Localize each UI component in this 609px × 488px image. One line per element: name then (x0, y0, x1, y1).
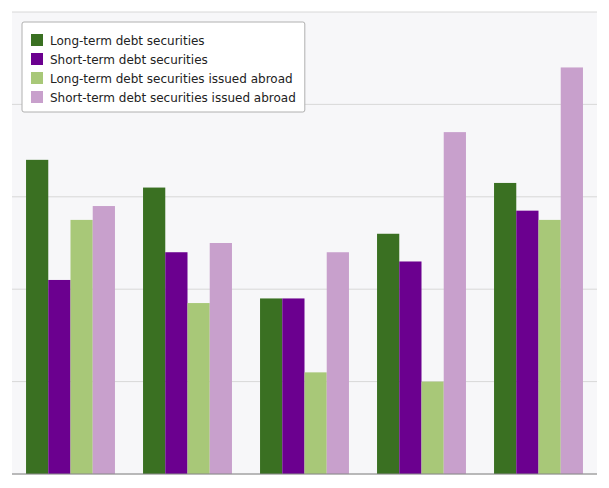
bar (71, 220, 93, 474)
bar (188, 303, 210, 474)
legend: Long-term debt securities Short-term debt… (22, 22, 305, 112)
bar (260, 298, 282, 474)
legend-swatch (31, 72, 43, 84)
bar (561, 67, 583, 474)
chart-container: Long-term debt securities Short-term debt… (0, 0, 609, 488)
bar (327, 252, 349, 474)
bar (305, 372, 327, 474)
bar (26, 160, 48, 474)
bar (494, 183, 516, 474)
bar (516, 211, 538, 474)
bar (143, 188, 165, 474)
legend-label: Short-term debt securities issued abroad (50, 91, 296, 105)
bar (377, 234, 399, 474)
bar (48, 280, 70, 474)
bar (422, 382, 444, 474)
legend-swatch (31, 91, 43, 103)
bar (282, 298, 304, 474)
bar (539, 220, 561, 474)
bar (399, 261, 421, 474)
legend-box (22, 22, 305, 112)
bar (165, 252, 187, 474)
grid (12, 12, 597, 474)
chart-svg: Long-term debt securities Short-term debt… (0, 0, 609, 488)
bar (93, 206, 115, 474)
bar (210, 243, 232, 474)
x-axis-line (12, 474, 597, 475)
bars (26, 67, 583, 474)
legend-label: Long-term debt securities issued abroad (50, 72, 293, 86)
legend-swatch (31, 34, 43, 46)
legend-swatch (31, 53, 43, 65)
bar (444, 132, 466, 474)
legend-label: Long-term debt securities (50, 34, 205, 48)
grid-line (12, 12, 597, 13)
grid-line (12, 474, 597, 475)
legend-label: Short-term debt securities (50, 53, 208, 67)
plot-background (12, 12, 597, 474)
